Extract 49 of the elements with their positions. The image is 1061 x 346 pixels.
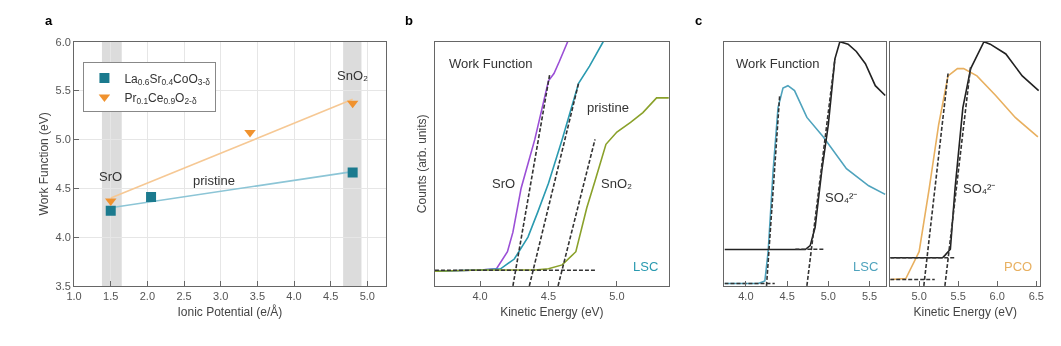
x-tick-label: 3.5 (249, 290, 266, 303)
text: LSC (853, 259, 879, 274)
x-tick-label: 4.5 (540, 290, 557, 303)
x-tick-label: 3.0 (213, 290, 229, 303)
text: PCO (1004, 259, 1033, 274)
x-tick-label: 4.5 (323, 290, 339, 303)
chart-title: c (695, 13, 703, 28)
x-tick-label: 2.0 (139, 290, 156, 303)
y-tick-label: 5.5 (55, 84, 71, 97)
x-tick-label: 5.0 (820, 290, 836, 303)
annotation: Work Function (736, 56, 820, 71)
x-tick-label: 4.0 (286, 290, 302, 303)
chart-title: a (45, 13, 53, 28)
annotation: pristine (587, 100, 629, 115)
annotation: SrO (492, 176, 516, 191)
x-tick-label: 6.5 (1028, 290, 1044, 303)
x-tick-label: 4.0 (738, 290, 754, 303)
annotation: SnO₂ (337, 68, 369, 83)
text: LSC (633, 259, 659, 274)
y-tick-label: 4.5 (55, 182, 71, 195)
x-axis-title: Kinetic Energy (eV) (913, 304, 1017, 319)
y-axis-title: Counts (arb. units) (415, 114, 430, 214)
y-tick-label: 3.5 (55, 279, 71, 292)
annotation: Work Function (449, 56, 533, 71)
annotation: SnO₂ (601, 176, 633, 191)
legend-label: Pr$_{0.1}$Ce$_{0.9}$O$_{2-δ}$ (124, 90, 197, 107)
chart-title: b (405, 13, 413, 28)
annotation: SO₄²⁻ (825, 190, 858, 205)
annotation: SO₄²⁻ (963, 181, 996, 196)
x-tick-label: 6.0 (989, 290, 1005, 303)
x-tick-label: 4.5 (779, 290, 795, 303)
legend-label: La$_{0.6}$Sr$_{0.4}$CoO$_{3-δ}$ (124, 71, 211, 88)
annotation: SrO (99, 169, 123, 184)
x-axis-title: Ionic Potential (e/Å) (177, 303, 283, 319)
x-tick-label: 5.5 (861, 290, 878, 303)
x-tick-label: 4.0 (472, 290, 488, 303)
y-axis-title: Work Function (eV) (36, 112, 51, 216)
x-tick-label: 5.0 (609, 290, 625, 303)
y-tick-label: 6.0 (55, 35, 71, 48)
x-axis-title: Kinetic Energy (eV) (500, 304, 604, 319)
x-tick-label: 2.5 (176, 290, 192, 303)
x-tick-label: 5.0 (359, 290, 375, 303)
annotation: pristine (193, 173, 235, 188)
x-tick-label: 5.5 (950, 290, 966, 303)
x-tick-label: 1.0 (66, 290, 82, 303)
y-tick-label: 4.0 (55, 230, 71, 243)
y-tick-label: 5.0 (55, 133, 71, 146)
x-tick-label: 5.0 (911, 290, 927, 303)
x-tick-label: 1.5 (103, 290, 119, 303)
